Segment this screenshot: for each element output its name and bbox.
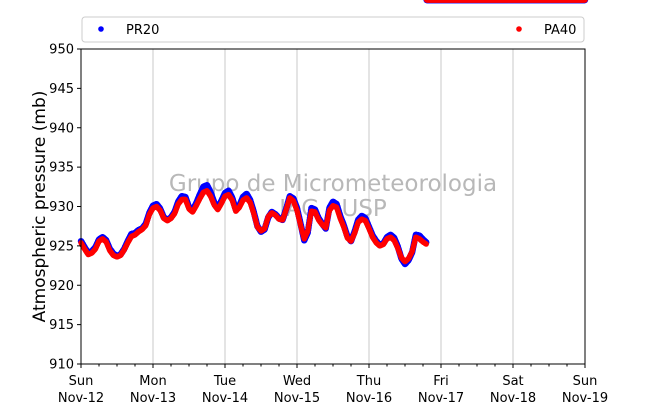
x-tick-label-day: Mon — [139, 374, 166, 389]
y-tick-label: 920 — [49, 279, 74, 294]
legend: PR20 PA40 — [81, 16, 585, 43]
x-tick-label-date: Nov-12 — [58, 391, 104, 406]
legend-marker-pr20 — [98, 26, 104, 32]
series-layer — [77, 0, 589, 268]
y-tick-label: 945 — [49, 82, 74, 97]
x-tick-label-date: Nov-16 — [346, 391, 392, 406]
x-tick-label-day: Sun — [573, 374, 598, 389]
legend-marker-pa40 — [516, 26, 522, 32]
data-point — [423, 241, 429, 247]
y-axis-title: Atmospheric pressure (mb) — [30, 91, 50, 323]
x-tick-label-date: Nov-13 — [130, 391, 176, 406]
x-tick-label-date: Nov-19 — [562, 391, 608, 406]
legend-label-pr20: PR20 — [126, 23, 159, 38]
x-tick-label-day: Thu — [356, 374, 381, 389]
x-tick-label-date: Nov-14 — [202, 391, 248, 406]
y-tick-label: 930 — [49, 200, 74, 215]
y-tick-label: 935 — [49, 161, 74, 176]
watermark-line-1: Grupo de Micrometeorologia — [169, 171, 497, 197]
x-tick-label-day: Wed — [283, 374, 311, 389]
x-axis: Sun Nov-12 Mon Nov-13 Tue Nov-14 Wed Nov-15 Thu N… — [58, 364, 608, 406]
x-tick-label-date: Nov-18 — [490, 391, 536, 406]
y-tick-label: 950 — [49, 43, 74, 58]
x-tick-label-day: Sat — [502, 374, 523, 389]
y-tick-label: 910 — [49, 358, 74, 373]
x-tick-label-date: Nov-15 — [274, 391, 320, 406]
x-tick-label-day: Sun — [69, 374, 94, 389]
series-pa40 — [78, 0, 588, 265]
x-tick-label-day: Fri — [433, 374, 449, 389]
legend-label-pa40: PA40 — [544, 23, 576, 38]
y-tick-label: 925 — [49, 239, 74, 254]
y-axis: 910 915 920 925 930 935 940 945 950 — [49, 43, 81, 373]
x-tick-label-date: Nov-17 — [418, 391, 464, 406]
legend-box — [81, 16, 585, 43]
x-tick-label-day: Tue — [213, 374, 236, 389]
y-tick-label: 940 — [49, 121, 74, 136]
y-tick-label: 915 — [49, 318, 74, 333]
data-point — [582, 0, 588, 3]
